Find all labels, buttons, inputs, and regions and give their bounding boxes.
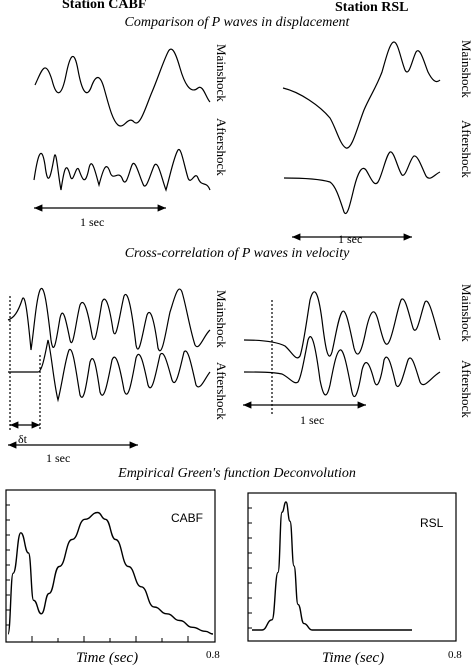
cabf-disp-mainshock-trace: [34, 48, 211, 127]
delta-t-label: δt: [18, 432, 27, 446]
section-deconvolution-title: Empirical Green's function Deconvolution: [118, 466, 356, 481]
cabf-vel-1sec-label: 1 sec: [46, 451, 71, 465]
rsl-vel-aftershock-trace: [243, 336, 441, 398]
rsl-axis-ticks: [248, 507, 252, 629]
rsl-xaxis-label: Time (sec): [322, 650, 385, 666]
cabf-plot-frame: [5, 489, 216, 643]
station-rsl-title: Station RSL: [335, 0, 409, 15]
rsl-plot-label: RSL: [420, 516, 444, 530]
cabf-vel-mainshock-trace: [7, 287, 211, 352]
rsl-vel-1sec-label: 1 sec: [300, 413, 325, 427]
rsl-vel-mainshock-trace: [243, 291, 441, 359]
cabf-plot-label: CABF: [171, 511, 204, 525]
rsl-disp-mainshock-trace: [282, 41, 441, 149]
cabf-stf-curve: [7, 511, 214, 635]
rsl-x-end-label: 0.8: [448, 649, 462, 661]
section-displacement-title: Comparison of P waves in displacement: [124, 15, 350, 30]
rsl-stf-curve: [252, 501, 412, 631]
cabf-xaxis-label: Time (sec): [76, 650, 139, 666]
cabf-x-end-label: 0.8: [206, 649, 220, 661]
rsl-plot-frame: [247, 492, 457, 642]
cabf-disp-1sec-label: 1 sec: [80, 215, 105, 229]
cabf-disp-aftershock-trace: [33, 148, 211, 192]
rsl-disp-aftershock-trace: [283, 151, 441, 214]
cabf-vel-aftershock-trace: [8, 339, 211, 403]
section-velocity-title: Cross-correlation of P waves in velocity: [124, 246, 350, 261]
station-cabf-title: Station CABF: [62, 0, 147, 12]
cabf-axis-ticks: [6, 504, 189, 642]
